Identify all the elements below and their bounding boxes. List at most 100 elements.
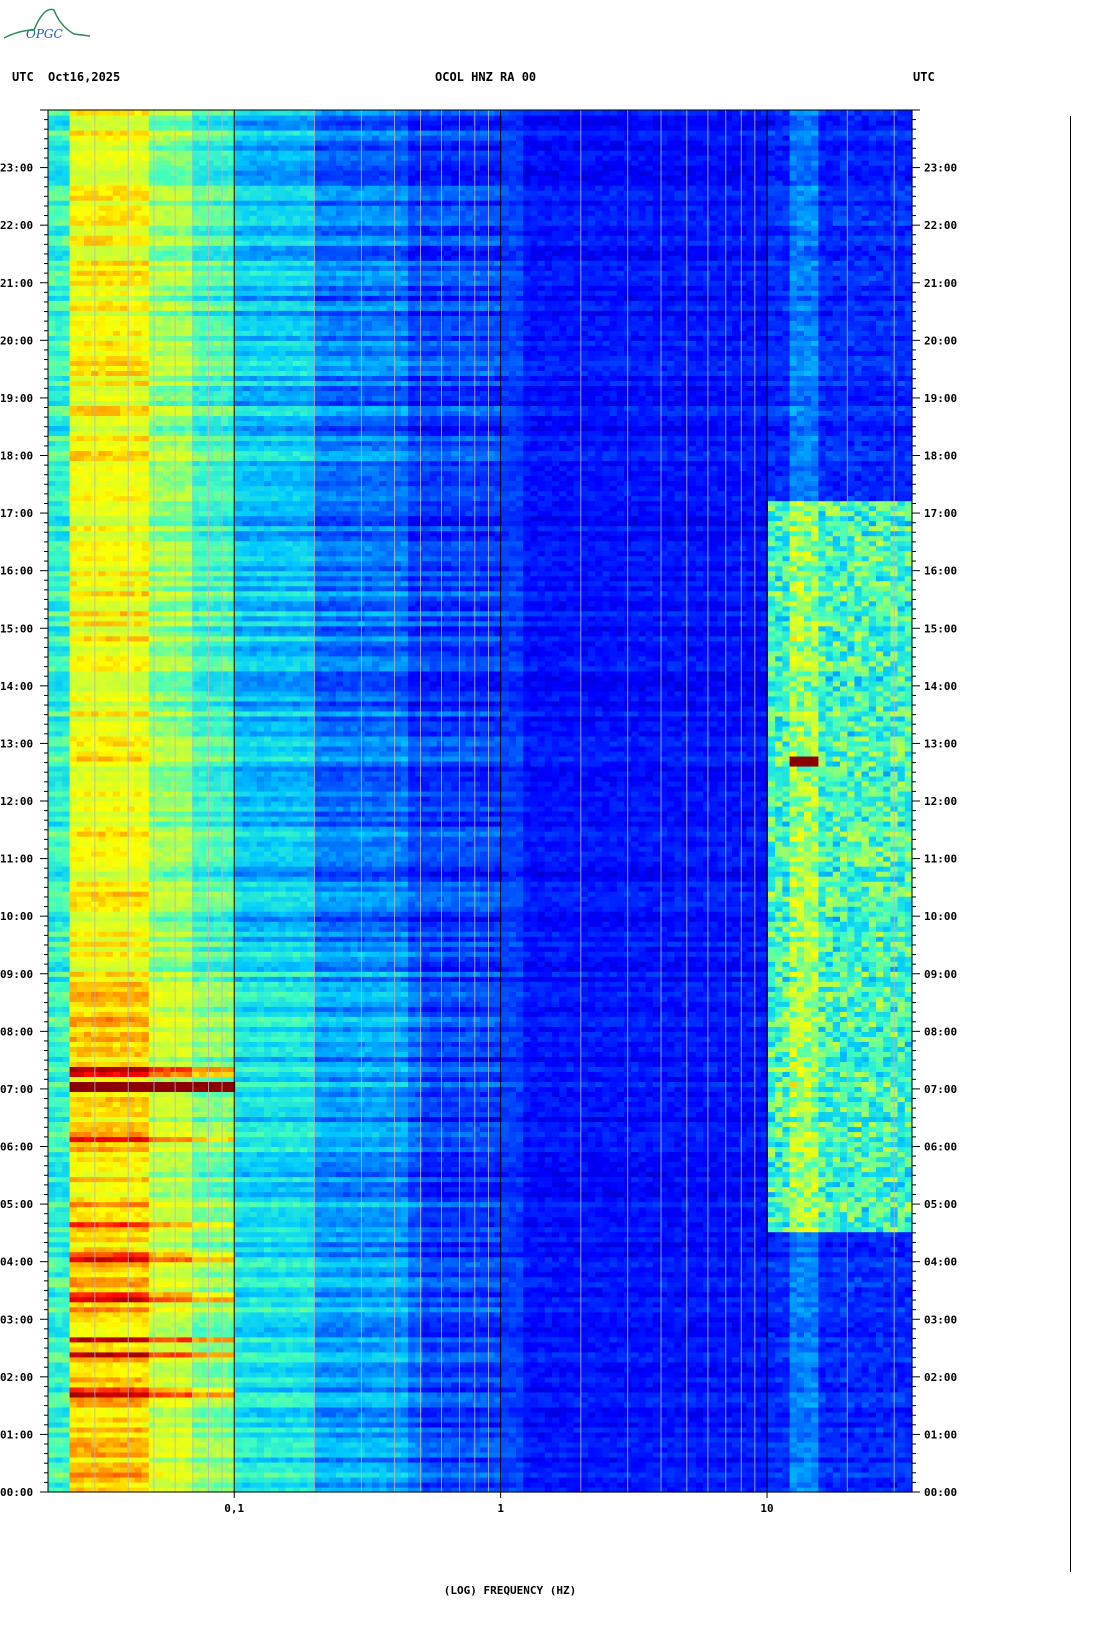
spectrogram-cell (120, 280, 128, 286)
spectrogram-cell (55, 360, 63, 366)
spectrogram-cell (113, 1347, 121, 1353)
spectrogram-cell (106, 260, 114, 266)
spectrogram-cell (48, 881, 56, 887)
spectrogram-cell (70, 445, 78, 451)
spectrogram-cell (106, 1101, 114, 1107)
spectrogram-cell (106, 355, 114, 361)
spectrogram-cell (142, 1267, 150, 1273)
spectrogram-cell (55, 445, 63, 451)
spectrogram-cell (84, 551, 92, 557)
spectrogram-cell (55, 1422, 63, 1428)
spectrogram-cell (156, 155, 164, 161)
spectrogram-cell (106, 1452, 114, 1458)
spectrogram-cell (142, 250, 150, 256)
spectrogram-cell (163, 1292, 171, 1298)
spectrogram-cell (113, 601, 121, 607)
spectrogram-cell (77, 1162, 85, 1168)
spectrogram-cell (48, 1382, 56, 1388)
spectrogram-cell (113, 881, 121, 887)
spectrogram-cell (163, 190, 171, 196)
spectrogram-cell (48, 395, 56, 401)
spectrogram-cell (156, 641, 164, 647)
spectrogram-cell (62, 1282, 70, 1288)
spectrogram-cell (98, 1237, 106, 1243)
spectrogram-cell (98, 300, 106, 306)
spectrogram-cell (55, 1096, 63, 1102)
spectrogram-cell (106, 270, 114, 276)
spectrogram-cell (120, 656, 128, 662)
spectrogram-cell (163, 746, 171, 752)
spectrogram-cell (149, 456, 157, 462)
spectrogram-cell (77, 1011, 85, 1017)
spectrogram-cell (178, 1387, 186, 1393)
spectrogram-cell (70, 345, 78, 351)
spectrogram-cell (70, 1237, 78, 1243)
spectrogram-cell (170, 340, 178, 346)
spectrogram-cell (70, 375, 78, 381)
spectrogram-cell (149, 190, 157, 196)
spectrogram-cell (48, 145, 56, 151)
spectrogram-cell (77, 410, 85, 416)
spectrogram-cell (62, 260, 70, 266)
spectrogram-cell (163, 1197, 171, 1203)
spectrogram-cell (106, 425, 114, 431)
spectrogram-cell (170, 235, 178, 241)
spectrogram-cell (149, 821, 157, 827)
spectrogram-cell (149, 1287, 157, 1293)
spectrogram-cell (55, 405, 63, 411)
spectrogram-cell (149, 886, 157, 892)
spectrogram-cell (48, 1247, 56, 1253)
spectrogram-cell (113, 471, 121, 477)
spectrogram-cell (134, 1452, 142, 1458)
spectrogram-cell (77, 1377, 85, 1383)
spectrogram-cell (134, 641, 142, 647)
spectrogram-cell (77, 235, 85, 241)
spectrogram-cell (149, 1412, 157, 1418)
spectrogram-cell (149, 711, 157, 717)
spectrogram-cell (106, 676, 114, 682)
spectrogram-cell (106, 1147, 114, 1153)
spectrogram-cell (77, 471, 85, 477)
spectrogram-cell (170, 576, 178, 582)
spectrogram-cell (113, 325, 121, 331)
spectrogram-cell (98, 601, 106, 607)
spectrogram-cell (134, 325, 142, 331)
spectrogram-cell (48, 671, 56, 677)
spectrogram-cell (106, 1302, 114, 1308)
spectrogram-cell (70, 1121, 78, 1127)
spectrogram-cell (134, 1026, 142, 1032)
spectrogram-cell (113, 1177, 121, 1183)
spectrogram-cell (170, 385, 178, 391)
spectrogram-cell (156, 1141, 164, 1147)
spectrogram-cell (62, 120, 70, 126)
spectrogram-cell (106, 1397, 114, 1403)
spectrogram-cell (77, 1352, 85, 1358)
spectrogram-cell (77, 911, 85, 917)
spectrogram-cell (98, 1076, 106, 1082)
spectrogram-cell (77, 125, 85, 131)
spectrogram-cell (149, 601, 157, 607)
spectrogram-cell (163, 170, 171, 176)
spectrogram-cell (134, 561, 142, 567)
spectrogram-cell (77, 380, 85, 386)
spectrogram-cell (70, 1387, 78, 1393)
spectrogram-cell (149, 621, 157, 627)
spectrogram-cell (149, 1141, 157, 1147)
spectrogram-cell (84, 345, 92, 351)
spectrogram-cell (55, 1317, 63, 1323)
spectrogram-cell (142, 916, 150, 922)
spectrogram-cell (77, 791, 85, 797)
spectrogram-cell (77, 255, 85, 261)
spectrogram-cell (134, 1071, 142, 1077)
spectrogram-cell (120, 951, 128, 957)
spectrogram-cell (48, 1337, 56, 1343)
spectrogram-cell (120, 816, 128, 822)
spectrogram-cell (120, 1342, 128, 1348)
spectrogram-cell (156, 240, 164, 246)
spectrogram-cell (70, 646, 78, 652)
spectrogram-cell (170, 1081, 178, 1087)
spectrogram-cell (84, 370, 92, 376)
spectrogram-cell (70, 1086, 78, 1092)
spectrogram-cell (134, 360, 142, 366)
spectrogram-cell (142, 621, 150, 627)
